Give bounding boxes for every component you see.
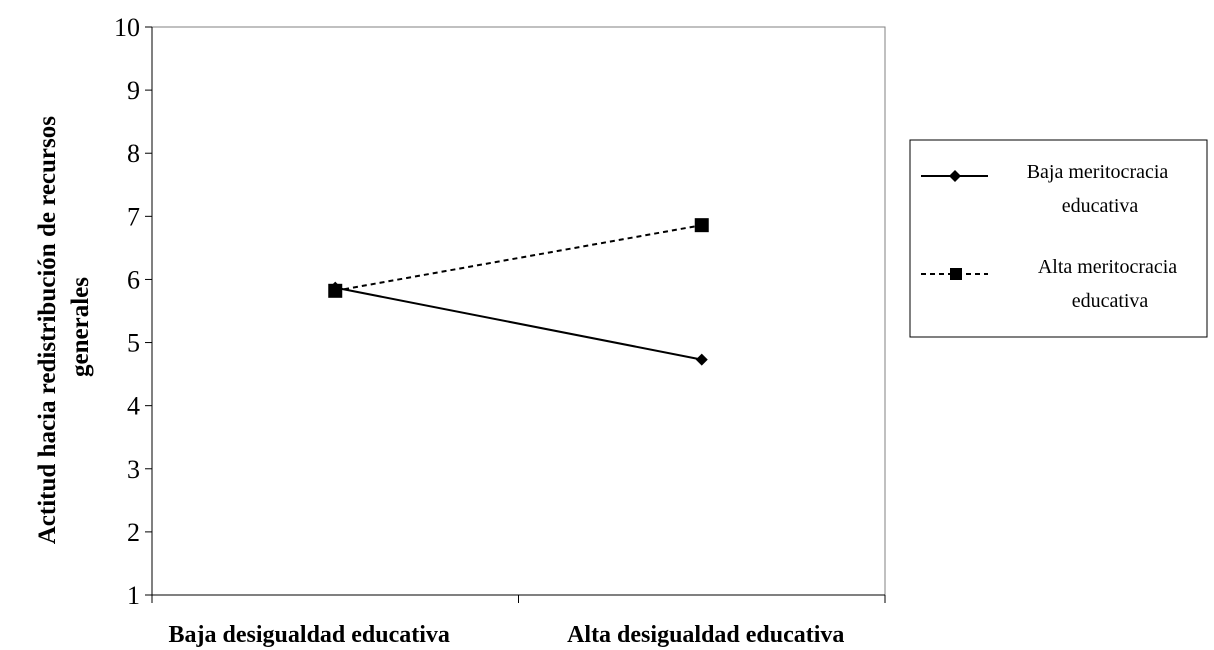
series-baja-meritocracia [329, 281, 708, 366]
series-line [335, 286, 702, 361]
x-category-label: Baja desigualdad educativa [169, 622, 450, 648]
x-category-label: Alta desigualdad educativa [567, 622, 844, 648]
series-line [335, 224, 702, 292]
y-tick-label: 2 [127, 518, 140, 547]
series-alta-meritocracia [328, 218, 709, 298]
y-tick-label: 7 [127, 202, 140, 231]
x-category-labels: Baja desigualdad educativa Alta desiguald… [169, 622, 845, 648]
y-axis-title: Actitud hacia redistribución de recursos… [34, 110, 94, 545]
y-tick-label: 4 [127, 392, 140, 421]
data-point-square [694, 218, 709, 233]
legend-label-alta-line-2: educativa [1072, 290, 1149, 312]
y-tick-label: 10 [114, 13, 140, 42]
y-axis-title-line-2: generales [67, 277, 94, 377]
y-tick-label: 9 [127, 76, 140, 105]
axes [145, 26, 886, 603]
series-group [328, 218, 709, 366]
y-tick-labels: 1 2 3 4 5 6 7 8 9 10 [114, 13, 140, 610]
y-tick-label: 3 [127, 455, 140, 484]
legend-entry-alta-meritocracia: Alta meritocracia educativa [921, 256, 1182, 312]
legend: Baja meritocracia educativa Alta meritoc… [909, 139, 1208, 338]
legend-entry-baja-meritocracia: Baja meritocracia educativa [921, 161, 1174, 217]
legend-label-baja-line-1: Baja meritocracia [1027, 161, 1169, 183]
legend-label-baja: Baja meritocracia educativa [1027, 161, 1174, 217]
legend-diamond-marker [949, 170, 961, 182]
legend-label-alta: Alta meritocracia educativa [1038, 256, 1182, 312]
data-point-square [328, 283, 343, 298]
plot-area-border [151, 26, 886, 596]
y-tick-label: 1 [127, 581, 140, 610]
legend-label-alta-line-1: Alta meritocracia [1038, 256, 1177, 278]
legend-square-marker [950, 268, 962, 280]
y-tick-label: 8 [127, 139, 140, 168]
y-tick-label: 5 [127, 329, 140, 358]
data-point-diamond [695, 353, 708, 366]
y-axis-title-line-1: Actitud hacia redistribución de recursos [34, 116, 61, 545]
y-tick-label: 6 [127, 265, 140, 294]
legend-box [909, 139, 1208, 338]
legend-label-baja-line-2: educativa [1062, 195, 1139, 217]
